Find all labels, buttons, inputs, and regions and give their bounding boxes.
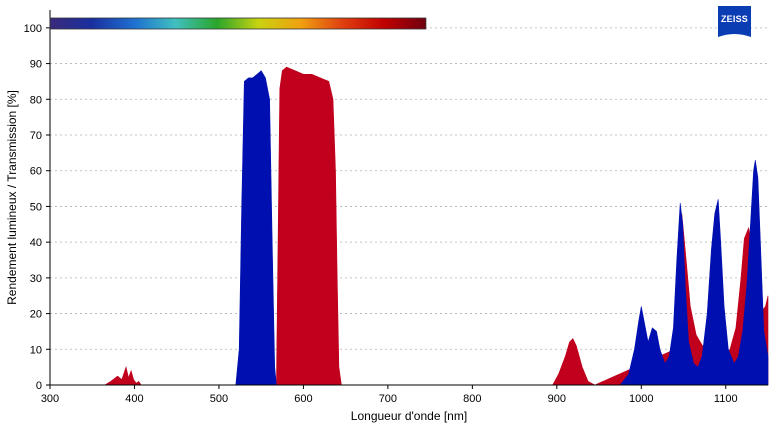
- x-tick-label-700: 700: [379, 393, 397, 405]
- y-tick-label-90: 90: [30, 59, 42, 71]
- x-tick-label-1000: 1000: [629, 393, 653, 405]
- x-tick-label-800: 800: [463, 393, 481, 405]
- y-tick-label-20: 20: [30, 309, 42, 321]
- axes: [49, 10, 768, 386]
- x-tick-label-300: 300: [41, 393, 59, 405]
- y-tick-label-60: 60: [30, 166, 42, 178]
- y-tick-label-80: 80: [30, 94, 42, 106]
- zeiss-logo-text: ZEISS: [721, 14, 748, 24]
- y-axis-title: Rendement lumineux / Transmission [%]: [5, 90, 19, 305]
- series-area-1: [103, 66, 769, 386]
- y-tick-label-70: 70: [30, 130, 42, 142]
- grid-lines: [50, 27, 768, 350]
- x-tick-label-400: 400: [125, 393, 143, 405]
- x-tick-label-500: 500: [210, 393, 228, 405]
- spectrum-bar: [49, 17, 427, 30]
- y-tick-label-10: 10: [30, 344, 42, 356]
- y-tick-label-40: 40: [30, 237, 42, 249]
- zeiss-logo-badge: [718, 6, 751, 37]
- tick-labels: 300 400 500 600 700 800 900 1000 1100 0 10 20 30 40 50…: [24, 23, 738, 405]
- x-tick-label-1100: 1100: [714, 393, 738, 405]
- zeiss-logo: ZEISS: [718, 6, 751, 37]
- x-tick-label-900: 900: [548, 393, 566, 405]
- y-tick-label-50: 50: [30, 201, 42, 213]
- series-area-2: [235, 70, 769, 386]
- y-tick-label-30: 30: [30, 273, 42, 285]
- x-axis-title: Longueur d'onde [nm]: [351, 409, 467, 423]
- y-tick-label-0: 0: [36, 380, 42, 392]
- x-tick-label-600: 600: [294, 393, 312, 405]
- series-areas: [103, 66, 769, 386]
- y-tick-label-100: 100: [24, 23, 42, 35]
